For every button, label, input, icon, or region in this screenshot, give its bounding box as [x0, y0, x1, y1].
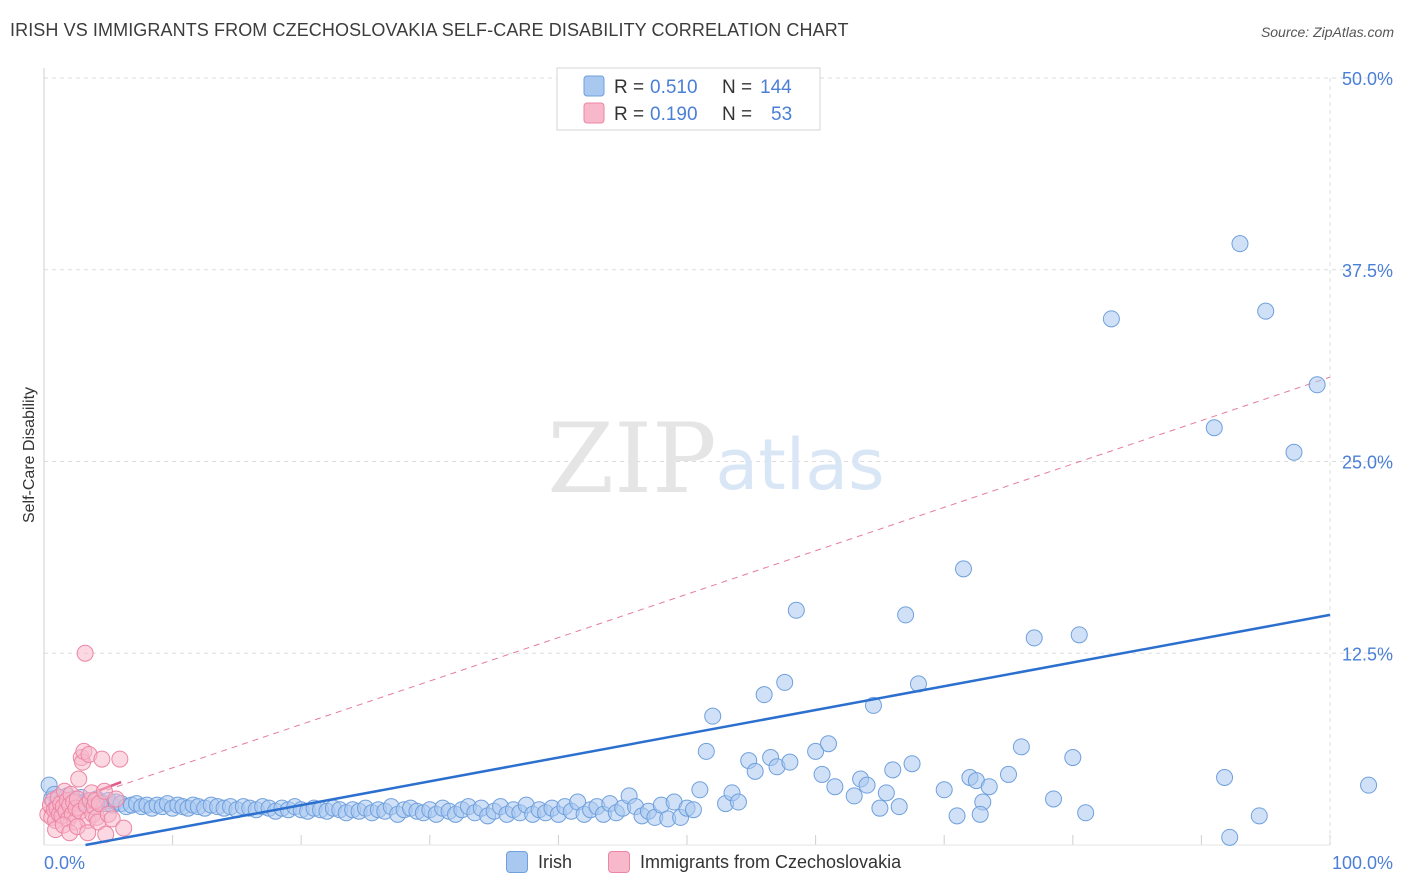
irish-point: [787, 601, 805, 619]
stats-legend: R = 0.510 N = 144 R = 0.190 N = 53: [556, 67, 821, 131]
irish-point: [691, 781, 709, 799]
irish-point: [1216, 769, 1234, 787]
irish-point: [1308, 376, 1326, 394]
irish-point: [755, 686, 773, 704]
irish-point: [1360, 776, 1378, 794]
irish-point: [1070, 626, 1088, 644]
irish-point: [903, 755, 921, 773]
stats-n-label-irish: N =: [722, 77, 752, 98]
irish-point: [948, 807, 966, 825]
czech-point: [93, 750, 111, 768]
irish-point: [1221, 828, 1239, 846]
irish-point: [1064, 749, 1082, 767]
irish-point: [826, 778, 844, 796]
x-tick-label-min: 0.0%: [44, 853, 85, 873]
axes: 12.5% 25.0% 37.5% 50.0% 0.0% 100.0%: [43, 68, 1393, 873]
y-tick-label: 12.5%: [1342, 644, 1393, 664]
irish-point: [1025, 629, 1043, 647]
irish-point: [845, 787, 863, 805]
irish-point: [1257, 302, 1275, 320]
irish-point: [884, 761, 902, 779]
irish-point: [1285, 443, 1303, 461]
stats-n-value-czech: 53: [771, 104, 792, 125]
irish-point: [935, 781, 953, 799]
data-points: [39, 235, 1378, 847]
irish-point: [704, 707, 722, 725]
stats-n-value-irish: 144: [760, 77, 792, 98]
irish-point: [954, 560, 972, 578]
irish-point: [807, 742, 825, 760]
watermark-atlas: atlas: [715, 424, 884, 506]
legend-swatch-irish-bottom: [506, 851, 528, 873]
irish-point: [864, 696, 882, 714]
irish-point: [697, 742, 715, 760]
irish-point: [858, 776, 876, 794]
x-tick-label-max: 100.0%: [1332, 853, 1393, 873]
legend-swatch-irish: [583, 75, 605, 97]
czech-point: [115, 819, 133, 837]
irish-point: [890, 798, 908, 816]
stats-r-label-czech: R =: [614, 104, 644, 125]
legend-item-irish[interactable]: Irish: [506, 851, 572, 873]
irish-point: [1045, 790, 1063, 808]
watermark: ZIP atlas: [547, 403, 884, 515]
stats-r-value-irish: 0.510: [650, 77, 698, 98]
legend-swatch-czech-bottom: [608, 851, 630, 873]
watermark-zip: ZIP: [547, 403, 716, 515]
czech-point: [70, 770, 88, 788]
irish-point: [684, 801, 702, 819]
irish-point: [729, 793, 747, 811]
legend-item-czech[interactable]: Immigrants from Czechoslovakia: [608, 851, 901, 873]
y-tick-label: 37.5%: [1342, 261, 1393, 281]
czech-point: [79, 824, 97, 842]
source-credit: Source: ZipAtlas.com: [1260, 24, 1394, 40]
chart-title: IRISH VS IMMIGRANTS FROM CZECHOSLOVAKIA …: [10, 20, 849, 40]
y-tick-label: 50.0%: [1342, 69, 1393, 89]
irish-point: [1102, 310, 1120, 328]
irish-point: [980, 778, 998, 796]
irish-point: [1000, 765, 1017, 783]
irish-point: [1250, 807, 1268, 825]
irish-point: [819, 735, 837, 753]
irish-point: [746, 762, 764, 780]
irish-point: [776, 673, 794, 691]
czech-point: [76, 644, 94, 662]
czech-point: [111, 750, 129, 768]
irish-point: [1205, 419, 1223, 437]
stats-r-value-czech: 0.190: [650, 104, 698, 125]
irish-point: [897, 606, 915, 624]
legend-label-irish: Irish: [538, 851, 573, 872]
stats-n-label-czech: N =: [722, 104, 752, 125]
y-tick-label: 25.0%: [1342, 453, 1393, 473]
irish-point: [1231, 235, 1249, 253]
gridlines: [44, 77, 1392, 845]
irish-point: [877, 784, 895, 802]
irish-point: [1012, 738, 1030, 756]
legend-swatch-czech: [583, 102, 605, 124]
y-axis-label: Self-Care Disability: [21, 387, 38, 523]
irish-point: [971, 805, 989, 823]
irish-point: [781, 753, 799, 771]
trend-line-irish: [85, 613, 1331, 847]
czech-point: [107, 790, 125, 808]
irish-point: [1077, 804, 1095, 822]
legend-label-czech: Immigrants from Czechoslovakia: [640, 851, 902, 872]
stats-r-label-irish: R =: [614, 77, 644, 98]
bottom-legend: Irish Immigrants from Czechoslovakia: [0, 851, 1406, 881]
irish-point: [871, 799, 889, 817]
czech-point: [103, 810, 121, 828]
irish-point: [813, 765, 831, 783]
